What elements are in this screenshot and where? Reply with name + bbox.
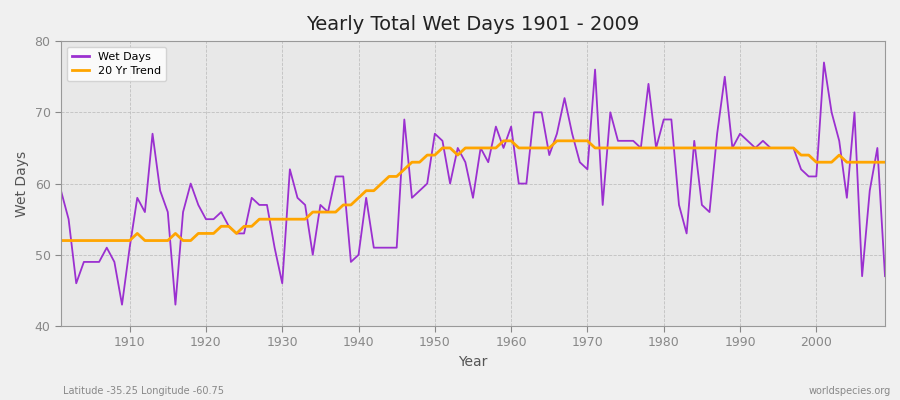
Y-axis label: Wet Days: Wet Days (15, 150, 29, 217)
20 Yr Trend (605, 146, 616, 150)
Line: Wet Days: Wet Days (61, 62, 885, 305)
20 Yr Trend (56, 238, 67, 243)
Wet Days (338, 174, 348, 179)
20 Yr Trend (506, 138, 517, 143)
Wet Days (819, 60, 830, 65)
Wet Days (124, 245, 135, 250)
Wet Days (56, 188, 67, 193)
Text: Latitude -35.25 Longitude -60.75: Latitude -35.25 Longitude -60.75 (63, 386, 224, 396)
20 Yr Trend (879, 160, 890, 165)
20 Yr Trend (513, 146, 524, 150)
Wet Days (605, 110, 616, 115)
Text: worldspecies.org: worldspecies.org (809, 386, 891, 396)
20 Yr Trend (330, 210, 341, 214)
Title: Yearly Total Wet Days 1901 - 2009: Yearly Total Wet Days 1901 - 2009 (306, 15, 640, 34)
Wet Days (506, 124, 517, 129)
Line: 20 Yr Trend: 20 Yr Trend (61, 141, 885, 240)
Wet Days (513, 181, 524, 186)
X-axis label: Year: Year (458, 355, 488, 369)
Wet Days (879, 274, 890, 278)
20 Yr Trend (117, 238, 128, 243)
Wet Days (292, 196, 303, 200)
20 Yr Trend (284, 217, 295, 222)
20 Yr Trend (498, 138, 508, 143)
Legend: Wet Days, 20 Yr Trend: Wet Days, 20 Yr Trend (67, 47, 166, 81)
Wet Days (117, 302, 128, 307)
